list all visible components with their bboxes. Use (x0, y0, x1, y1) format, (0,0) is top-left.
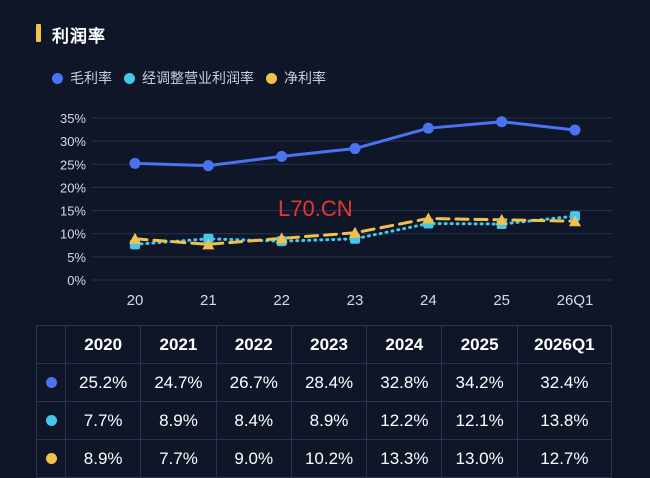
table-header-cell: 2021 (140, 325, 217, 364)
y-tick-label: 10% (60, 227, 86, 242)
table-cell: 12.1% (441, 401, 518, 440)
data-point (202, 160, 214, 172)
legend-item-net-margin: 净利率 (266, 68, 326, 88)
y-tick-label: 35% (60, 111, 86, 126)
table-cell: 34.2% (441, 363, 518, 402)
x-tick-label: 22 (273, 292, 290, 309)
y-tick-label: 15% (60, 204, 86, 219)
table-cell: 32.4% (516, 363, 613, 402)
table-cell: 12.7% (516, 439, 613, 478)
x-tick-label: 20 (127, 292, 144, 309)
legend-label: 毛利率 (70, 71, 112, 87)
series-dot-icon (45, 376, 57, 388)
table-cell: 12.2% (366, 401, 443, 440)
data-point (276, 150, 288, 162)
table-cell: 26.7% (215, 363, 292, 402)
legend-item-adjusted-operating-margin: 经调整营业利润率 (124, 68, 254, 88)
y-tick-label: 20% (60, 180, 86, 195)
table-cell: 8.9% (64, 439, 142, 478)
series-dot-icon (45, 452, 57, 464)
page-title: 利润率 (52, 27, 106, 47)
table-cell: 9.0% (215, 439, 292, 478)
table-row-icon-cell (36, 439, 66, 478)
table-header-cell: 2025 (441, 325, 518, 364)
x-tick-label: 21 (200, 292, 217, 309)
line-chart: 0% 5% 10% 15% 20% 25% 30% 35% 20 21 22 23 24 25 26Q1 (60, 111, 612, 309)
table-cell: 25.2% (64, 363, 142, 402)
y-tick-label: 0% (67, 273, 86, 288)
data-table: 2020 2021 2022 2023 2024 2025 2026Q1 25.… (36, 325, 613, 478)
x-tick-label: 26Q1 (557, 292, 594, 309)
data-point (422, 122, 434, 134)
table-header-cell: 2024 (366, 325, 443, 364)
table-row: 7.7% 8.9% 8.4% 8.9% 12.2% 12.1% 13.8% (36, 401, 613, 440)
data-point (496, 116, 508, 128)
table-header-cell: 2023 (290, 325, 368, 364)
table-cell: 10.2% (290, 439, 368, 478)
table-cell: 13.8% (516, 401, 613, 440)
data-point (569, 124, 581, 136)
x-tick-label: 23 (347, 292, 364, 309)
legend-label: 净利率 (284, 71, 326, 87)
data-point (275, 232, 288, 244)
table-row-icon-cell (36, 401, 66, 440)
data-point (129, 232, 141, 244)
table-header-row: 2020 2021 2022 2023 2024 2025 2026Q1 (36, 325, 613, 364)
data-point (349, 143, 361, 155)
data-point (349, 226, 361, 238)
data-point (495, 213, 508, 225)
title-accent-bar (36, 24, 41, 42)
legend-label: 经调整营业利润率 (142, 71, 254, 87)
legend-dot-icon (266, 72, 277, 84)
table-cell: 13.3% (366, 439, 443, 478)
data-point (569, 215, 581, 227)
table-cell: 24.7% (140, 363, 217, 402)
y-tick-label: 5% (67, 250, 86, 265)
table-header-cell: 2022 (215, 325, 292, 364)
watermark: L70.CN (278, 196, 353, 221)
table-row: 8.9% 7.7% 9.0% 10.2% 13.3% 13.0% 12.7% (36, 439, 613, 478)
table-cell: 8.9% (140, 401, 217, 440)
legend-dot-icon (124, 72, 135, 84)
table-cell: 32.8% (366, 363, 443, 402)
x-tick-label: 25 (493, 292, 510, 309)
table-cell: 8.9% (290, 401, 368, 440)
table-row: 25.2% 24.7% 26.7% 28.4% 32.8% 34.2% 32.4% (36, 363, 613, 402)
legend-dot-icon (52, 72, 63, 84)
table-cell: 13.0% (441, 439, 518, 478)
table-cell: 8.4% (215, 401, 292, 440)
chart-legend: 毛利率 经调整营业利润率 净利率 (52, 68, 338, 88)
table-header-cell: 2026Q1 (516, 325, 613, 364)
x-tick-label: 24 (420, 292, 437, 309)
table-row-icon-cell (36, 363, 66, 402)
data-point (129, 157, 141, 169)
legend-item-gross-margin: 毛利率 (52, 68, 112, 88)
table-cell: 7.7% (140, 439, 217, 478)
table-cell: 7.7% (64, 401, 142, 440)
data-point (422, 212, 435, 224)
data-point (202, 238, 215, 250)
table-header-cell: 2020 (64, 325, 142, 364)
y-tick-label: 30% (60, 134, 86, 149)
table-cell: 28.4% (290, 363, 368, 402)
series-dot-icon (45, 414, 57, 426)
y-tick-label: 25% (60, 157, 86, 172)
table-corner-cell (36, 325, 66, 364)
